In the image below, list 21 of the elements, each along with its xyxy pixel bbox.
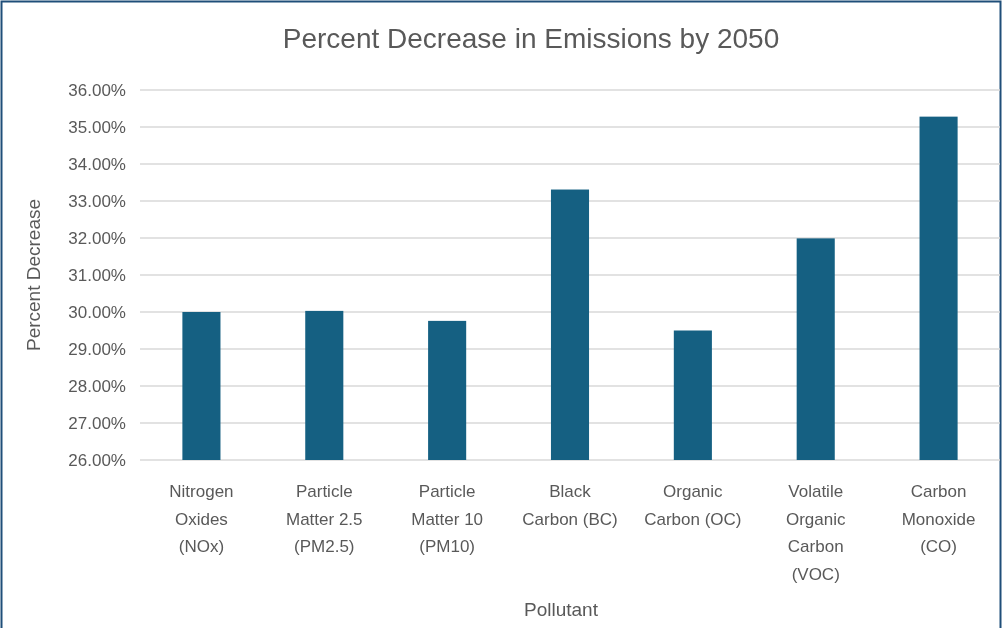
x-axis-title: Pollutant — [524, 599, 599, 620]
x-tick-label: Volatile Organic Carbon (VOC) — [785, 482, 846, 584]
y-tick-label: 26.00% — [68, 450, 126, 470]
x-tick-label: Particle Matter 10 (PM10) — [411, 482, 484, 556]
x-tick-label: Nitrogen Oxides (NOx) — [169, 482, 234, 556]
y-tick-label: 27.00% — [68, 413, 126, 433]
chart-title: Percent Decrease in Emissions by 2050 — [282, 23, 780, 54]
y-tick-label: 29.00% — [68, 339, 126, 359]
y-tick-label: 36.00% — [68, 80, 126, 100]
y-tick-label: 28.00% — [68, 376, 126, 396]
y-axis-title: Percent Decrease — [23, 198, 44, 352]
y-tick-label: 31.00% — [68, 265, 126, 285]
y-tick-label: 32.00% — [68, 228, 126, 248]
y-tick-label: 35.00% — [68, 117, 126, 137]
x-tick-label: Carbon Monoxide (CO) — [901, 482, 976, 556]
x-tick-label: Particle Matter 2.5 (PM2.5) — [286, 482, 363, 556]
x-tick-label: Organic Carbon (OC) — [644, 482, 742, 529]
y-tick-label: 30.00% — [68, 302, 126, 322]
x-tick-label: Black Carbon (BC) — [522, 482, 618, 529]
y-tick-label: 33.00% — [68, 191, 126, 211]
y-tick-label: 34.00% — [68, 154, 126, 174]
